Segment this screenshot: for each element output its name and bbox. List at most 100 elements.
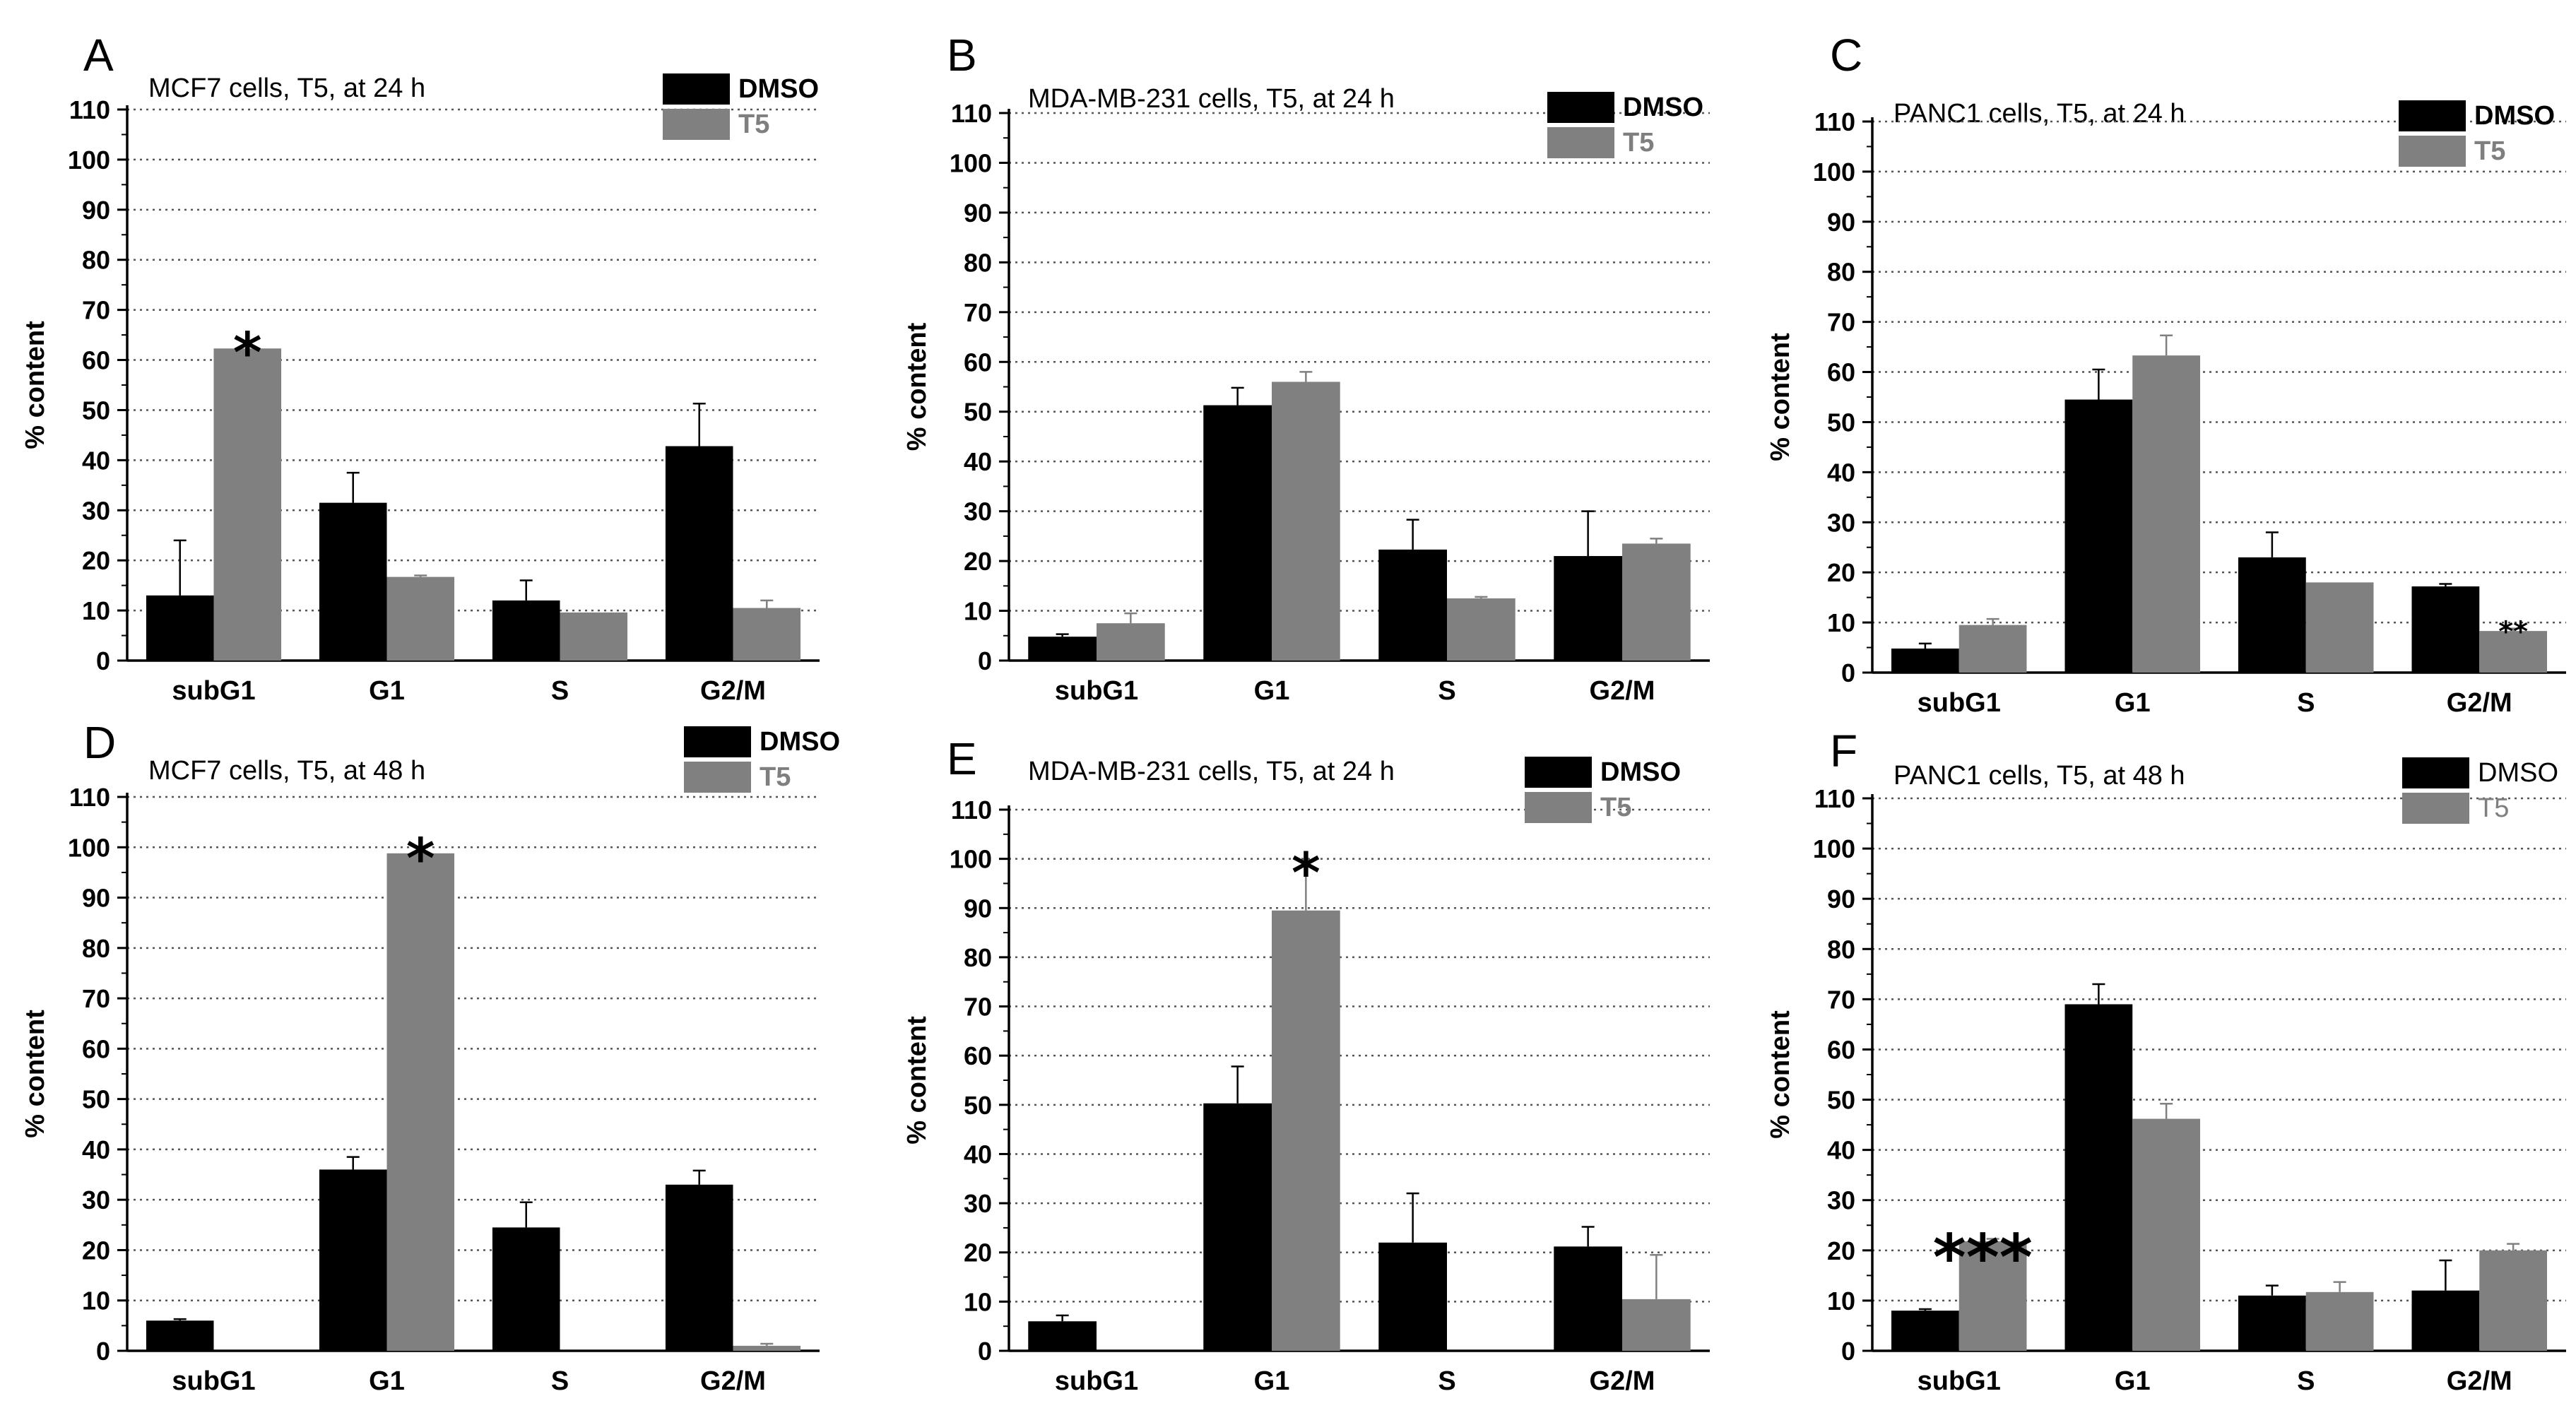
y-tick-label: 110 <box>69 95 110 124</box>
bar-dmso-g1 <box>2064 1004 2133 1351</box>
y-axis-label: % content <box>1766 333 1795 461</box>
chart-title: MDA-MB-231 cells, T5, at 24 h <box>1028 84 1395 114</box>
y-axis-label: % content <box>20 1010 50 1138</box>
x-category-label: G1 <box>2115 1366 2151 1396</box>
y-tick-label: 70 <box>82 296 110 325</box>
y-tick-label: 70 <box>1827 308 1855 337</box>
bar-t5-subg1 <box>1958 625 2027 673</box>
y-tick-label: 60 <box>82 346 110 375</box>
chart-panel-d: D MCF7 cells, T5, at 48 h 0 10 20 30 40 50 60 70 8… <box>20 717 840 1396</box>
chart-title: MCF7 cells, T5, at 24 h <box>148 73 425 103</box>
legend-label-t5: T5 <box>1623 128 1654 158</box>
y-tick-label: 100 <box>68 833 110 862</box>
legend-label-t5: T5 <box>2474 136 2505 166</box>
y-tick-label: 100 <box>950 148 992 177</box>
y-tick-label: 90 <box>82 196 110 225</box>
bar-dmso-g1 <box>1203 405 1272 661</box>
bar-dmso-s <box>1378 1242 1447 1351</box>
y-tick-label: 40 <box>82 446 110 475</box>
bar-t5-s <box>560 612 628 661</box>
bar-t5-subg1 <box>1958 1241 2027 1351</box>
y-axis-label: % content <box>1766 1010 1795 1139</box>
bar-dmso-subg1 <box>1891 648 1959 673</box>
legend-label-t5: T5 <box>760 762 791 792</box>
legend-swatch-t5 <box>2402 793 2469 824</box>
significance-marker: ** <box>2498 616 2528 649</box>
bar-dmso-s <box>2238 1295 2306 1351</box>
y-tick-label: 90 <box>1827 208 1855 237</box>
bar-dmso-g2m <box>665 446 733 661</box>
legend-label-t5: T5 <box>1600 793 1631 822</box>
x-category-label: S <box>1438 676 1455 706</box>
y-tick-label: 10 <box>964 1287 992 1316</box>
x-category-label: G2/M <box>700 1366 766 1396</box>
y-tick-label: 110 <box>1814 107 1855 136</box>
bar-t5-g1 <box>386 576 455 661</box>
legend-swatch-dmso <box>2399 100 2466 131</box>
panel-letter: E <box>947 733 977 784</box>
y-tick-label: 60 <box>1827 1035 1855 1064</box>
y-tick-label: 70 <box>964 993 992 1022</box>
y-tick-label: 20 <box>964 1238 992 1267</box>
bar-t5-g1 <box>1272 382 1340 661</box>
legend-label-dmso: DMSO <box>760 727 840 757</box>
y-tick-label: 10 <box>82 1287 110 1315</box>
y-tick-label: 10 <box>1827 608 1855 637</box>
bar-t5-g2m <box>733 608 801 661</box>
bar-t5-g2m <box>1622 543 1691 661</box>
legend-label-t5: T5 <box>2478 793 2509 823</box>
y-tick-label: 60 <box>82 1034 110 1063</box>
legend-swatch-dmso <box>1525 757 1592 788</box>
y-tick-label: 90 <box>1827 885 1855 913</box>
y-tick-label: 50 <box>1827 408 1855 437</box>
bar-dmso-g2m <box>665 1184 733 1351</box>
chart-panel-b: B MDA-MB-231 cells, T5, at 24 h 0 10 20 30 40 5… <box>902 30 1710 706</box>
y-tick-label: 10 <box>964 597 992 626</box>
x-category-label: G2/M <box>700 676 766 706</box>
chart-title: PANC1 cells, T5, at 48 h <box>1893 761 2185 791</box>
y-tick-label: 110 <box>951 796 992 824</box>
bar-t5-g1 <box>2132 355 2200 673</box>
y-tick-label: 50 <box>964 1091 992 1120</box>
y-tick-label: 90 <box>964 199 992 227</box>
legend-swatch-t5 <box>1525 792 1592 823</box>
y-tick-label: 0 <box>978 646 992 675</box>
bar-t5-g2m <box>733 1345 801 1351</box>
legend-swatch-t5 <box>1547 127 1614 158</box>
y-tick-label: 40 <box>964 447 992 476</box>
y-tick-label: 0 <box>978 1337 992 1366</box>
y-tick-label: 60 <box>964 1041 992 1070</box>
y-tick-label: 50 <box>82 1085 110 1114</box>
bar-t5-g1 <box>1272 910 1340 1351</box>
x-category-label: S <box>1438 1366 1455 1396</box>
bar-dmso-s <box>2238 557 2306 673</box>
legend-label-t5: T5 <box>738 110 769 139</box>
bar-dmso-g1 <box>319 1169 387 1351</box>
x-category-label: subG1 <box>1918 1366 2001 1396</box>
bar-dmso-g2m <box>1554 1246 1622 1351</box>
panel-letter: A <box>83 30 114 81</box>
bar-t5-g2m <box>2479 1250 2547 1351</box>
bar-t5-subg1 <box>1097 623 1165 661</box>
legend-label-dmso: DMSO <box>1623 93 1703 122</box>
bar-dmso-s <box>1378 549 1447 661</box>
x-category-label: subG1 <box>1918 688 2001 718</box>
x-category-label: G1 <box>369 676 405 706</box>
y-tick-label: 70 <box>82 984 110 1013</box>
x-category-label: G2/M <box>2447 1366 2512 1396</box>
x-category-label: G2/M <box>1590 676 1655 706</box>
y-tick-label: 20 <box>1827 1236 1855 1265</box>
x-category-label: G2/M <box>2447 688 2512 718</box>
y-axis-label: % content <box>902 322 932 451</box>
bar-t5-s <box>2305 1291 2374 1351</box>
bar-t5-s <box>1447 598 1516 661</box>
bar-dmso-subg1 <box>1028 637 1097 661</box>
bar-t5-g1 <box>386 853 455 1351</box>
legend-swatch-t5 <box>663 109 730 140</box>
y-tick-label: 60 <box>964 348 992 377</box>
bar-dmso-g2m <box>2411 1290 2480 1351</box>
y-tick-label: 80 <box>1827 258 1855 287</box>
significance-marker: * <box>1292 842 1321 906</box>
significance-marker: * <box>406 828 435 892</box>
x-category-label: S <box>551 1366 569 1396</box>
